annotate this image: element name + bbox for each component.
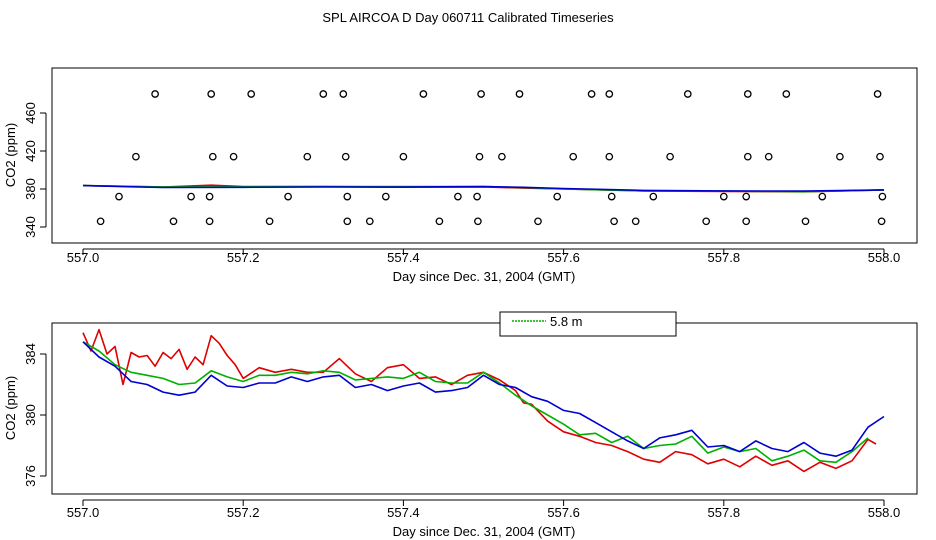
top-marker-point: [498, 152, 506, 161]
top-marker-point: [719, 192, 728, 201]
top-marker-point: [205, 217, 214, 226]
top-marker-point: [877, 217, 886, 226]
top-x-axis-label: Day since Dec. 31, 2004 (GMT): [393, 269, 576, 284]
top-marker-point: [605, 90, 614, 98]
top-marker-point: [207, 90, 216, 98]
top-marker-point: [610, 217, 618, 226]
top-marker-point: [96, 217, 105, 226]
top-marker-point: [876, 152, 884, 161]
top-marker-point: [473, 192, 481, 201]
bottom-series-line-blue: [82, 341, 885, 458]
top-marker-point: [208, 152, 217, 161]
top-marker-point: [435, 217, 444, 226]
top-marker-point: [607, 192, 616, 201]
top-marker-point: [477, 90, 485, 98]
top-marker-point: [381, 192, 390, 201]
top-marker-point: [782, 90, 791, 98]
bottom-y-tick-label: 380: [23, 404, 38, 426]
top-x-tick-label: 557.4: [387, 250, 420, 265]
top-marker-point: [605, 152, 614, 161]
top-marker-point: [649, 192, 658, 201]
top-y-tick-label: 340: [23, 216, 38, 238]
bottom-y-axis-label: CO2 (ppm): [3, 376, 18, 440]
top-marker-point: [742, 192, 751, 201]
top-marker-point: [151, 90, 159, 98]
bottom-plot-frame: [51, 322, 918, 495]
top-marker-point: [801, 217, 810, 226]
top-marker-point: [569, 152, 578, 161]
top-marker-point: [365, 217, 374, 226]
top-marker-point: [818, 192, 827, 201]
legend-label: 5.8 m: [550, 314, 583, 329]
top-marker-point: [666, 152, 674, 161]
top-marker-point: [683, 90, 692, 98]
bottom-x-tick-label: 557.8: [708, 505, 741, 520]
legend-box: [499, 311, 677, 337]
legend: 5.8 m: [499, 311, 677, 337]
top-x-tick-label: 557.6: [547, 250, 580, 265]
top-marker-point: [132, 152, 140, 161]
top-marker-point: [229, 152, 238, 161]
top-plot-frame: [51, 67, 918, 244]
top-marker-point: [743, 90, 752, 98]
top-marker-point: [284, 192, 292, 201]
bottom-y-tick-label: 376: [23, 465, 38, 487]
top-x-tick-label: 557.8: [708, 250, 741, 265]
top-marker-point: [836, 152, 844, 161]
top-marker-point: [553, 192, 562, 201]
top-marker-point: [878, 192, 887, 201]
top-marker-point: [341, 152, 350, 161]
top-marker-point: [454, 192, 462, 201]
bottom-x-tick-label: 557.0: [67, 505, 100, 520]
top-marker-point: [187, 192, 195, 201]
top-marker-point: [247, 90, 256, 98]
top-marker-point: [343, 192, 352, 201]
top-series-line-blue: [82, 184, 885, 192]
top-marker-point: [534, 217, 542, 226]
top-y-tick-label: 420: [23, 140, 38, 162]
top-panel: Day since Dec. 31, 2004 (GMT) CO2 (ppm) …: [3, 67, 918, 284]
top-marker-point: [169, 217, 178, 226]
top-marker-point: [702, 217, 711, 226]
bottom-x-tick-label: 557.6: [547, 505, 580, 520]
top-marker-point: [343, 217, 352, 226]
top-marker-point: [743, 152, 752, 161]
figure-title: SPL AIRCOA D Day 060711 Calibrated Times…: [322, 10, 614, 25]
top-marker-point: [399, 152, 408, 161]
top-x-tick-label: 557.2: [227, 250, 260, 265]
bottom-y-tick-label: 384: [23, 343, 38, 365]
bottom-series-line-red: [82, 328, 877, 473]
top-marker-point: [205, 192, 214, 201]
top-marker-point: [631, 217, 640, 226]
top-marker-point: [419, 90, 428, 98]
bottom-x-tick-label: 557.2: [227, 505, 260, 520]
top-x-tick-label: 558.0: [868, 250, 901, 265]
bottom-x-axis-label: Day since Dec. 31, 2004 (GMT): [393, 524, 576, 539]
top-marker-point: [339, 90, 348, 98]
bottom-x-tick-label: 558.0: [868, 505, 901, 520]
top-marker-point: [475, 152, 484, 161]
top-marker-point: [873, 90, 882, 98]
top-marker-point: [115, 192, 123, 201]
top-y-axis-label: CO2 (ppm): [3, 123, 18, 187]
bottom-x-tick-label: 557.4: [387, 505, 420, 520]
top-marker-point: [742, 217, 751, 226]
top-x-tick-label: 557.0: [67, 250, 100, 265]
bottom-panel: Day since Dec. 31, 2004 (GMT) CO2 (ppm) …: [3, 311, 918, 539]
top-marker-point: [303, 152, 312, 161]
top-marker-point: [319, 90, 328, 98]
top-marker-point: [474, 217, 482, 226]
top-marker-point: [265, 217, 274, 226]
top-marker-point: [515, 90, 524, 98]
top-marker-point: [587, 90, 596, 98]
top-marker-point: [764, 152, 773, 161]
top-y-tick-label: 460: [23, 102, 38, 124]
top-y-tick-label: 380: [23, 178, 38, 200]
